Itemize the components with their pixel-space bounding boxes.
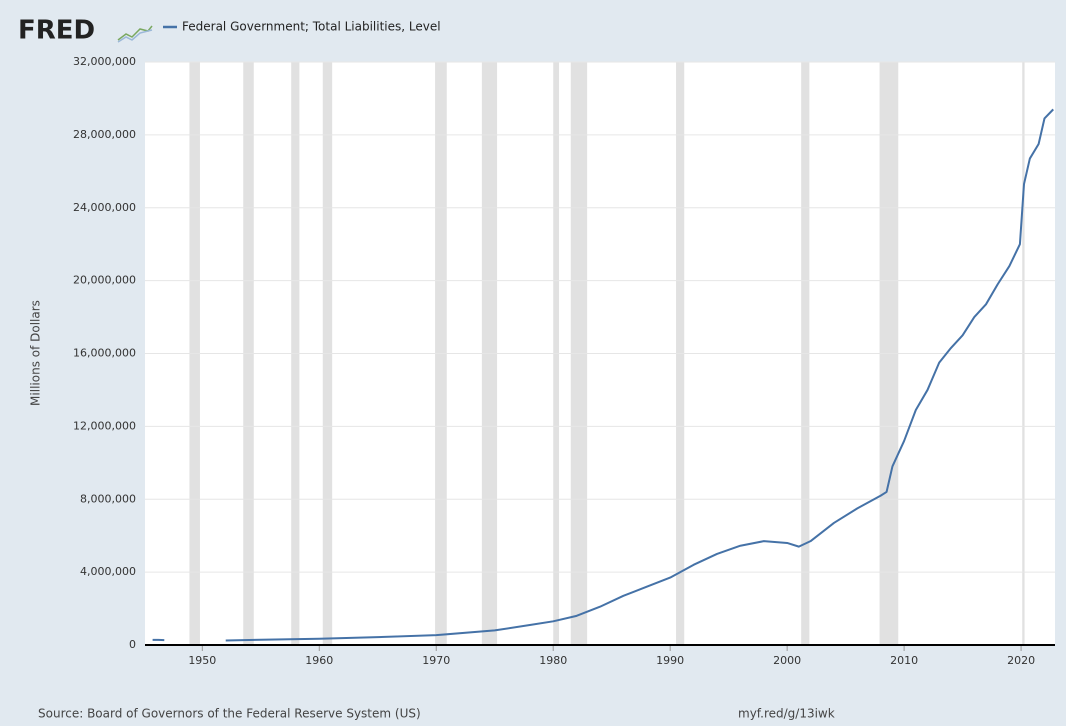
data-line bbox=[152, 108, 1054, 642]
y-tick-label: 8,000,000 bbox=[80, 492, 136, 505]
y-tick-label: 0 bbox=[129, 638, 136, 651]
source: Source: Board of Governors of the Federa… bbox=[38, 707, 421, 721]
x-tick-label: 2010 bbox=[890, 654, 918, 667]
legend-label: Federal Government; Total Liabilities, L… bbox=[182, 20, 441, 34]
y-tick-label: 24,000,000 bbox=[73, 201, 136, 214]
grid-layer bbox=[145, 61, 1055, 651]
y-tick-label: 28,000,000 bbox=[73, 128, 136, 141]
y-tick-label: 32,000,000 bbox=[73, 55, 136, 68]
x-tick-label: 1980 bbox=[539, 654, 567, 667]
y-tick-label: 12,000,000 bbox=[73, 419, 136, 432]
data-layer bbox=[152, 108, 1054, 642]
url: myf.red/g/13iwk bbox=[738, 707, 835, 721]
y-tick-label: 4,000,000 bbox=[80, 565, 136, 578]
x-tick-label: 2000 bbox=[773, 654, 801, 667]
x-tick-label: 1970 bbox=[422, 654, 450, 667]
x-tick-label: 1950 bbox=[188, 654, 216, 667]
logo-icon bbox=[117, 29, 153, 43]
y-tick-label: 20,000,000 bbox=[73, 274, 136, 287]
x-tick-label: 1960 bbox=[305, 654, 333, 667]
x-tick-label: 1990 bbox=[656, 654, 684, 667]
y-tick-label: 16,000,000 bbox=[73, 347, 136, 360]
y-axis-label: Millions of Dollars bbox=[29, 300, 43, 406]
brand-logo: FRED bbox=[18, 16, 95, 46]
x-tick-label: 2020 bbox=[1007, 654, 1035, 667]
